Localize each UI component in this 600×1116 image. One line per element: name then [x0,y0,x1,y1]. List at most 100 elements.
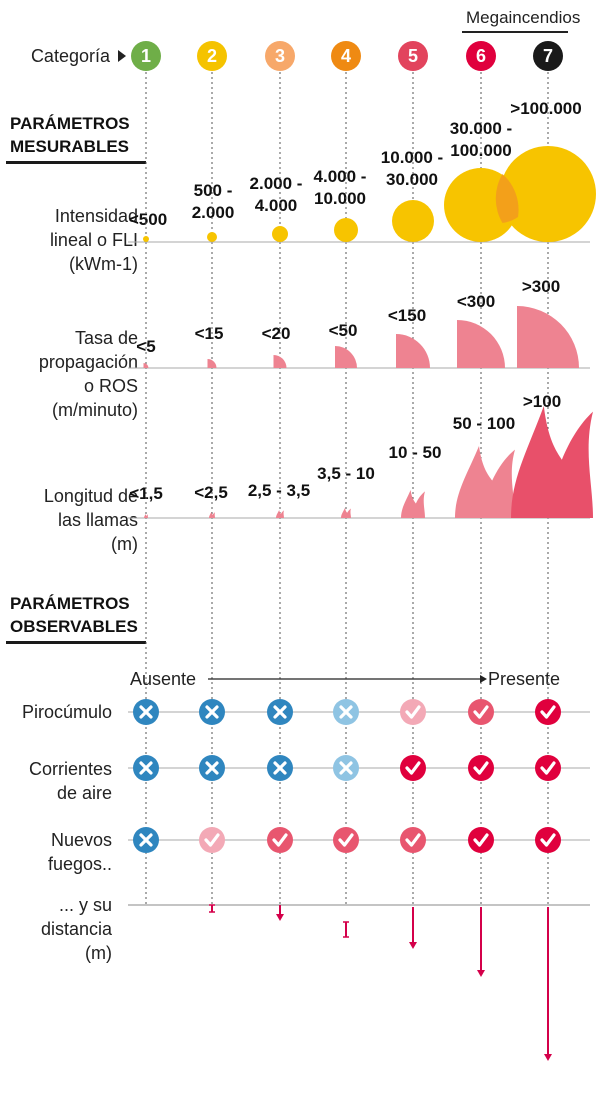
fli-label-line-1: Intensidad [54,206,138,226]
corrientes-label-line-1: Corrientes [28,759,112,779]
distance-label-line-1: ... y su [58,895,112,915]
section-title-observable: PARÁMETROS OBSERVABLES [10,592,138,638]
ros-row-label: Tasa de propagación o ROS (m/minuto) [0,326,138,422]
check-mark [405,833,421,847]
status-circle [400,755,426,781]
scale-present-label: Presente [488,669,561,689]
flame-value-3-line-1: 2,5 - 3,5 [247,481,311,500]
section-title-measurable: PARÁMETROS MESURABLES [10,112,130,158]
flame-4 [341,508,351,518]
ros-value-7: >300 [522,276,560,298]
fli-label-line-3: (kWm-1) [69,254,138,274]
x-icon-1-2 [199,699,225,725]
fli-value-3: 2.000 - 4.000 [250,173,303,217]
fli-label-line-2: lineal o FLI [49,230,138,250]
check-icon-3-3 [267,827,293,853]
fli-circle-1 [143,236,149,242]
x-mark [273,705,287,719]
x-mark [205,705,219,719]
ros-value-3-line-1: <20 [261,324,291,343]
ros-shape-1 [143,363,149,368]
fli-value-5: 10.000 - 30.000 [381,147,443,191]
flame-group-1 [144,514,148,518]
fli-circle-7 [500,146,596,242]
check-mark [405,705,421,719]
flame-value-2: <2,5 [194,482,228,504]
flame-2 [209,512,215,518]
distance-label-line-3: (m) [85,943,112,963]
status-circle [535,755,561,781]
x-mark [139,761,153,775]
ros-shape-5 [396,334,430,368]
distance-arrow-2 [209,904,215,913]
scale-absent-label: Ausente [130,669,197,689]
ros-shape-6 [457,320,505,368]
section-title-measurable-line-2: MESURABLES [10,137,130,156]
fli-circle-4 [334,218,358,242]
section-title-observable-line-2: OBSERVABLES [10,617,138,636]
fli-row-label: Intensidad lineal o FLI (kWm-1) [0,204,138,276]
check-icon-1-5 [400,699,426,725]
fli-circle-3 [272,226,288,242]
x-icon-3-1 [133,827,159,853]
flame-7 [511,406,593,518]
fli-value-5-line-1: 10.000 - [380,148,444,167]
check-mark [473,705,489,719]
x-mark [273,761,287,775]
status-circle [333,827,359,853]
check-mark [540,833,556,847]
x-mark [139,705,153,719]
ros-value-2-line-1: <15 [194,324,224,343]
status-circle [535,699,561,725]
check-icon-2-6 [468,755,494,781]
flame-value-5: 10 - 50 [389,442,442,464]
fli-value-2-line-1: 500 - [193,181,233,200]
distance-arrow-3 [276,905,284,921]
section-rule-observable [6,641,146,644]
pirocumulo-label-line-1: Pirocúmulo [21,702,112,722]
category-label: Categoría [30,46,110,66]
ros-shape-2 [207,359,217,368]
fli-value-2-line-2: 2.000 [191,203,235,222]
flame-group-5 [401,490,425,518]
x-mark [205,761,219,775]
ros-label-line-2: propagación [38,352,138,372]
status-circle [468,827,494,853]
check-mark [204,833,220,847]
fli-value-3-line-1: 2.000 - [249,174,303,193]
distance-arrowhead [477,970,485,977]
category-badge-6: 6 [466,41,496,71]
flame-value-2-line-1: <2,5 [194,483,228,502]
ros-value-4-line-1: <50 [328,321,358,340]
flame-value-7-line-1: >100 [522,392,562,411]
fli-value-1: <500 [129,209,167,231]
nuevos-fuegos-row-label: Nuevos fuegos.. [0,828,112,876]
nuevos-fuegos-label-line-1: Nuevos [50,830,112,850]
flame-1 [144,514,148,518]
check-icon-1-6 [468,699,494,725]
check-icon-3-4 [333,827,359,853]
flame-group-7 [511,406,593,518]
ros-value-6: <300 [457,291,495,313]
megaincendios-rule [462,31,568,33]
ros-value-3: <20 [262,323,291,345]
flame-row-label: Longitud de las llamas (m) [0,484,138,556]
flame-group-4 [341,508,351,518]
x-mark [339,705,353,719]
flame-value-3: 2,5 - 3,5 [248,480,310,502]
status-circle [535,827,561,853]
x-icon-1-1 [133,699,159,725]
x-mark [139,833,153,847]
x-icon-2-3 [267,755,293,781]
fli-value-1-line-1: <500 [128,210,168,229]
category-badge-7: 7 [533,41,563,71]
distance-row-label: ... y su distancia (m) [0,893,112,965]
flame-3 [276,510,284,518]
ros-shape-7 [517,306,579,368]
ros-label-line-4: (m/minuto) [51,400,138,420]
check-icon-2-7 [535,755,561,781]
check-mark [338,833,354,847]
flame-value-6: 50 - 100 [453,413,515,435]
ros-label-line-1: Tasa de [74,328,138,348]
check-mark [473,761,489,775]
